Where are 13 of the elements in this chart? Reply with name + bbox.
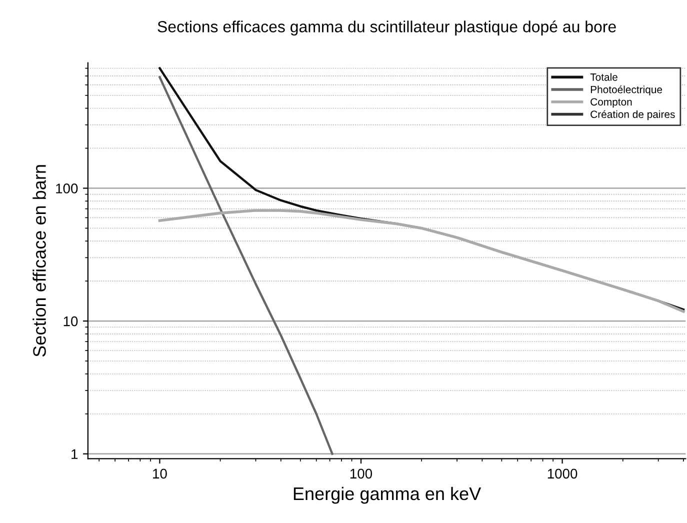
x-tick-label: 1000 [548,468,578,479]
legend-label: Création de paires [590,110,675,120]
y-tick-label: 1 [72,449,78,459]
y-axis-title: Section efficace en barn [32,165,46,357]
x-axis-title: Energie gamma en keV [294,486,482,504]
x-tick-label: 100 [350,468,372,479]
legend-label: Photoélectrique [590,85,662,96]
y-tick-label: 10 [64,316,78,326]
y-tick-label: 100 [56,184,78,194]
legend-label: Compton [590,98,632,108]
chart-title: Sections efficaces gamma du scintillateur plastique dopé au bore [158,20,616,36]
x-tick-label: 10 [153,468,167,479]
legend-label: Totale [590,73,618,81]
